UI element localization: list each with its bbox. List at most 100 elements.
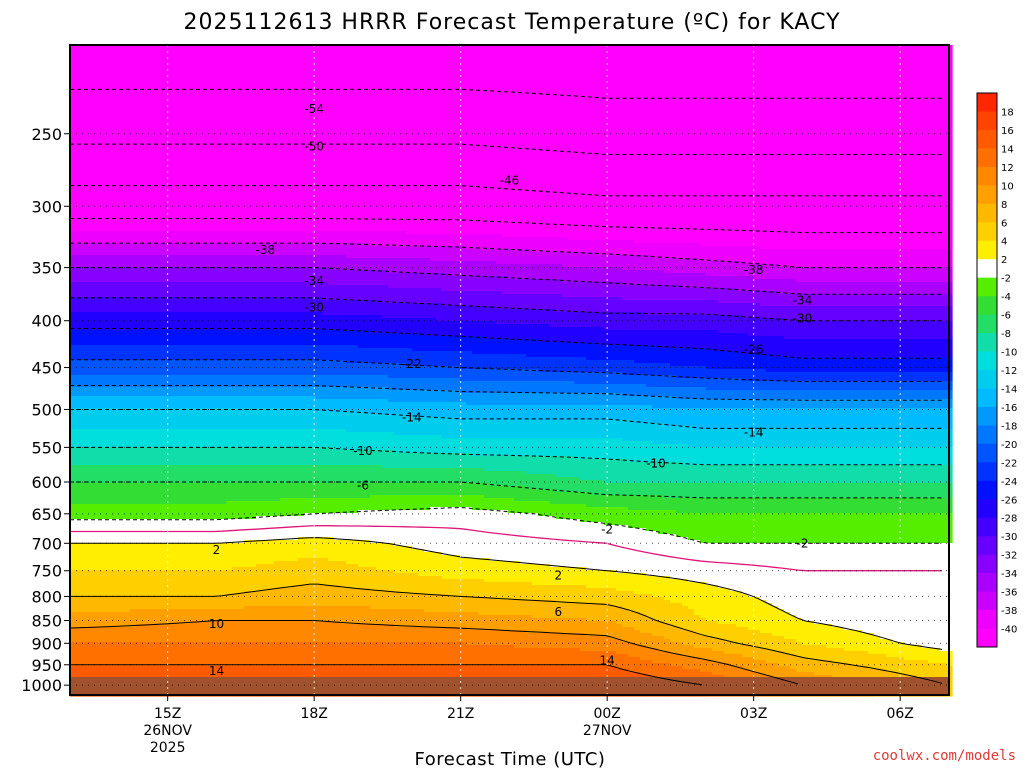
field-cell xyxy=(70,426,77,430)
field-cell xyxy=(94,174,101,178)
field-cell xyxy=(94,522,101,526)
field-cell xyxy=(76,195,83,199)
field-cell xyxy=(82,426,89,430)
field-cell xyxy=(94,357,101,361)
field-cell xyxy=(106,357,113,361)
field-cell xyxy=(100,252,107,256)
field-cell xyxy=(100,603,107,607)
field-cell xyxy=(70,249,77,253)
field-cell xyxy=(106,537,113,541)
field-cell xyxy=(112,315,119,319)
field-cell xyxy=(94,333,101,337)
field-cell xyxy=(94,384,101,388)
field-cell xyxy=(100,279,107,283)
field-cell xyxy=(88,264,95,268)
field-cell xyxy=(94,519,101,523)
field-cell xyxy=(76,264,83,268)
field-cell xyxy=(76,573,83,577)
field-cell xyxy=(100,612,107,616)
field-cell xyxy=(94,474,101,478)
field-cell xyxy=(82,444,89,448)
field-cell xyxy=(106,522,113,526)
field-cell xyxy=(88,330,95,334)
field-cell xyxy=(88,117,95,121)
field-cell xyxy=(70,63,77,67)
field-cell xyxy=(94,615,101,619)
field-cell xyxy=(82,222,89,226)
field-cell xyxy=(100,402,107,406)
field-cell xyxy=(100,384,107,388)
field-cell xyxy=(100,588,107,592)
field-cell xyxy=(94,45,101,49)
field-cell xyxy=(100,645,107,649)
field-cell xyxy=(106,312,113,316)
field-cell xyxy=(106,450,113,454)
field-cell xyxy=(82,357,89,361)
field-cell xyxy=(94,390,101,394)
field-cell xyxy=(94,171,101,175)
field-cell xyxy=(76,120,83,124)
field-cell xyxy=(100,675,107,679)
field-cell xyxy=(88,114,95,118)
field-cell xyxy=(94,510,101,514)
field-cell xyxy=(76,240,83,244)
field-cell xyxy=(76,171,83,175)
field-cell xyxy=(70,96,77,100)
field-cell xyxy=(100,636,107,640)
field-cell xyxy=(100,561,107,565)
field-cell xyxy=(88,342,95,346)
field-cell xyxy=(94,282,101,286)
field-cell xyxy=(100,84,107,88)
field-cell xyxy=(88,72,95,76)
field-cell xyxy=(94,597,101,601)
field-cell xyxy=(88,162,95,166)
field-cell xyxy=(94,423,101,427)
field-cell xyxy=(112,51,119,55)
field-cell xyxy=(112,579,119,583)
field-cell xyxy=(106,525,113,529)
field-cell xyxy=(100,141,107,145)
field-cell xyxy=(76,213,83,217)
field-cell xyxy=(76,594,83,598)
field-cell xyxy=(88,213,95,217)
field-cell xyxy=(88,501,95,505)
field-cell xyxy=(76,534,83,538)
field-cell xyxy=(76,450,83,454)
field-cell xyxy=(112,369,119,373)
field-cell xyxy=(106,495,113,499)
field-cell xyxy=(112,390,119,394)
field-cell xyxy=(76,639,83,643)
field-cell xyxy=(106,297,113,301)
field-cell xyxy=(82,93,89,97)
field-cell xyxy=(100,60,107,64)
chart-title: 2025112613 HRRR Forecast Temperature (ºC… xyxy=(183,10,840,35)
field-cell xyxy=(106,543,113,547)
field-cell xyxy=(112,492,119,496)
field-cell xyxy=(94,162,101,166)
field-cell xyxy=(76,660,83,664)
field-cell xyxy=(88,399,95,403)
field-cell xyxy=(112,405,119,409)
field-cell xyxy=(100,360,107,364)
field-cell xyxy=(82,540,89,544)
field-cell xyxy=(70,351,77,355)
field-cell xyxy=(100,507,107,511)
field-cell xyxy=(88,606,95,610)
field-cell xyxy=(76,387,83,391)
field-cell xyxy=(100,270,107,274)
field-cell xyxy=(88,591,95,595)
field-cell xyxy=(94,315,101,319)
field-cell xyxy=(82,96,89,100)
field-cell xyxy=(70,399,77,403)
field-cell xyxy=(112,288,119,292)
field-cell xyxy=(112,351,119,355)
field-cell xyxy=(100,555,107,559)
field-cell xyxy=(106,48,113,52)
field-cell xyxy=(106,468,113,472)
field-cell xyxy=(70,330,77,334)
field-cell xyxy=(88,438,95,442)
field-cell xyxy=(88,573,95,577)
field-cell xyxy=(76,471,83,475)
field-cell xyxy=(76,228,83,232)
field-cell xyxy=(76,330,83,334)
